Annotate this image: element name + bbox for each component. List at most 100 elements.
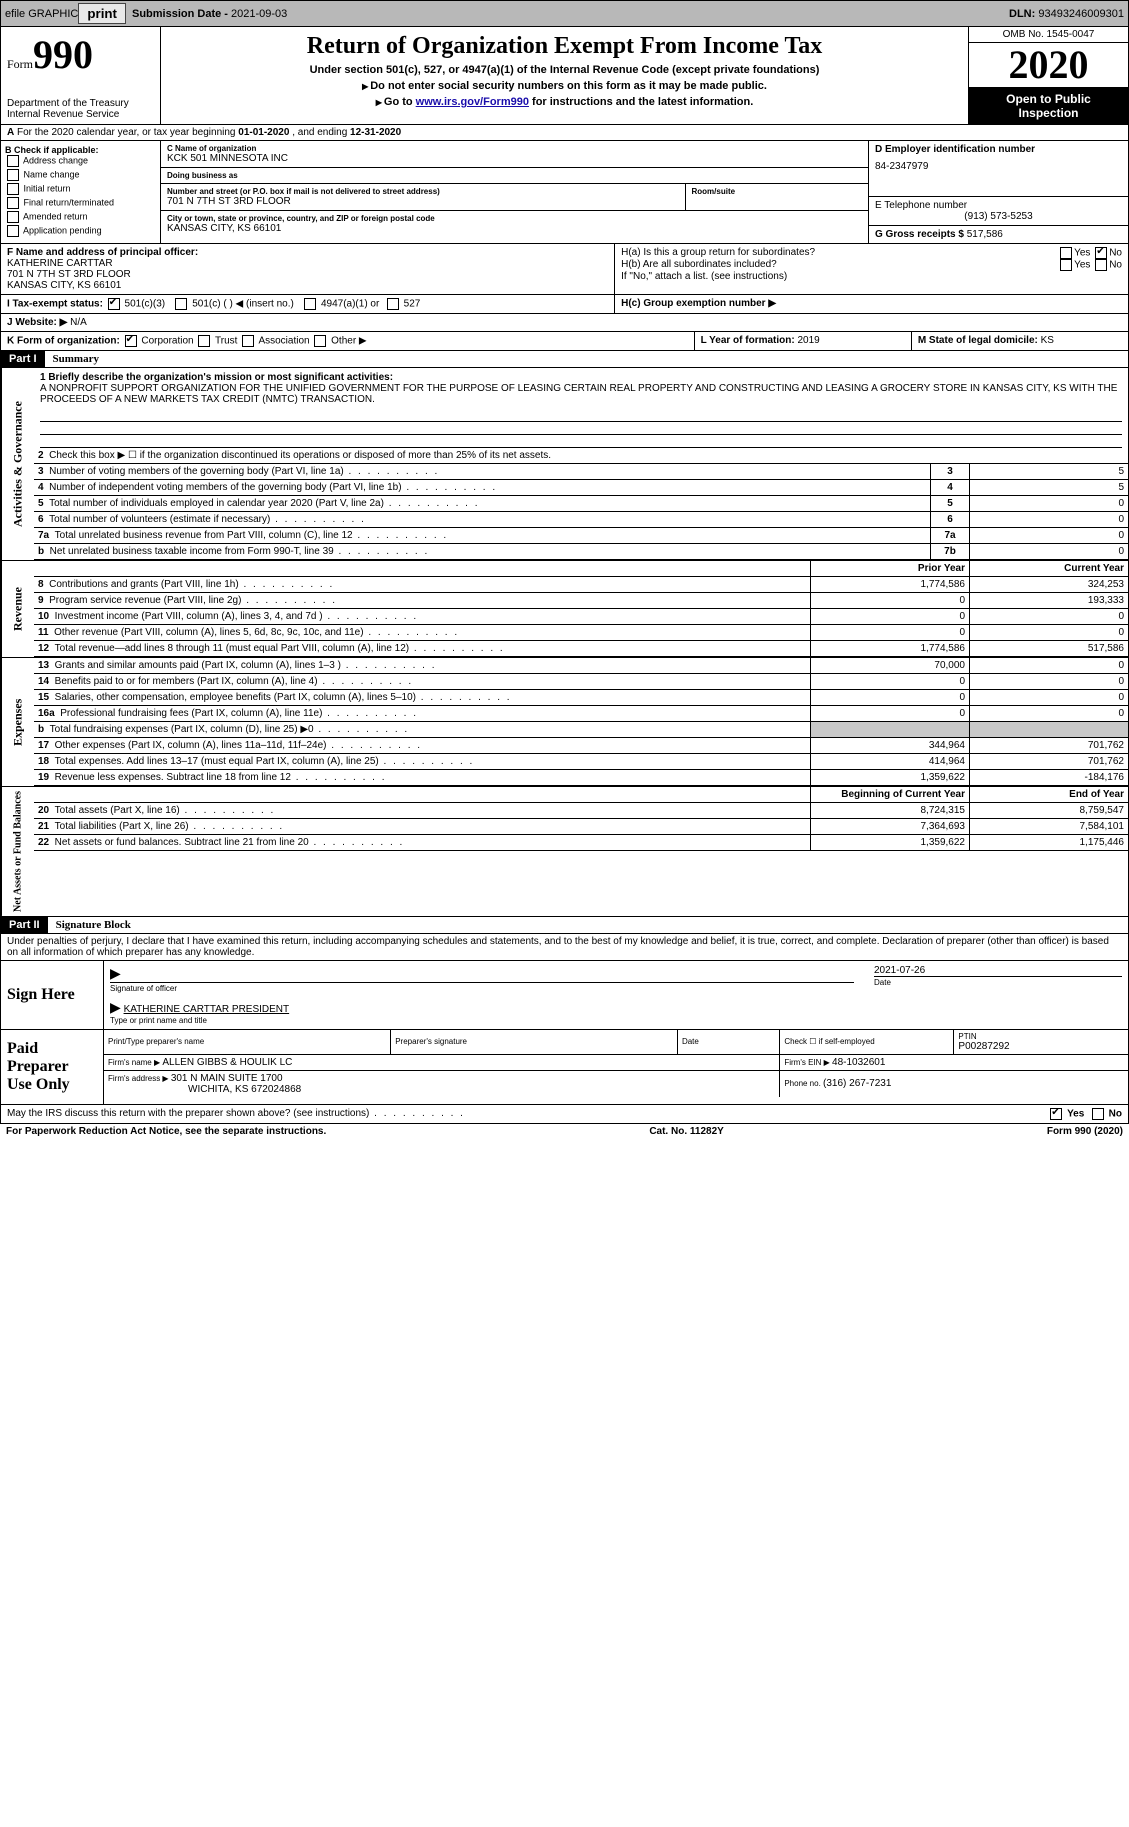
box-d-label: D Employer identification number bbox=[875, 144, 1035, 155]
firm-addr2: WICHITA, KS 672024868 bbox=[108, 1084, 775, 1095]
table-row: 5 Total number of individuals employed i… bbox=[34, 496, 1128, 512]
subtitle-1: Under section 501(c), 527, or 4947(a)(1)… bbox=[171, 64, 958, 76]
firm-name: ALLEN GIBBS & HOULIK LC bbox=[162, 1057, 292, 1068]
box-g-label: G Gross receipts $ bbox=[875, 229, 967, 240]
box-f-label: F Name and address of principal officer: bbox=[7, 247, 198, 258]
governance-table: 2 Check this box ▶ ☐ if the organization… bbox=[34, 448, 1128, 560]
vtab-revenue: Revenue bbox=[1, 561, 34, 657]
row-j: J Website: ▶ N/A bbox=[0, 314, 1129, 332]
table-row: 3 Number of voting members of the govern… bbox=[34, 464, 1128, 480]
table-row: 14 Benefits paid to or for members (Part… bbox=[34, 674, 1128, 690]
vtab-netassets: Net Assets or Fund Balances bbox=[1, 787, 34, 916]
addr-label: Number and street (or P.O. box if mail i… bbox=[167, 187, 679, 196]
top-toolbar: efile GRAPHIC print Submission Date - 20… bbox=[0, 0, 1129, 27]
row-i: I Tax-exempt status: 501(c)(3) 501(c) ( … bbox=[0, 295, 1129, 314]
table-row: 22 Net assets or fund balances. Subtract… bbox=[34, 835, 1128, 851]
form-word: Form bbox=[7, 57, 33, 71]
revenue-block: Revenue Prior Year Current Year 8 Contri… bbox=[0, 561, 1129, 658]
form-990-page: efile GRAPHIC print Submission Date - 20… bbox=[0, 0, 1129, 1139]
table-row: 18 Total expenses. Add lines 13–17 (must… bbox=[34, 754, 1128, 770]
dln: DLN: 93493246009301 bbox=[1009, 8, 1124, 20]
form-footer: Form 990 (2020) bbox=[1047, 1126, 1123, 1137]
dept-irs: Internal Revenue Service bbox=[7, 109, 154, 120]
officer-name: KATHERINE CARTTAR bbox=[7, 258, 608, 269]
table-row: 10 Investment income (Part VIII, column … bbox=[34, 609, 1128, 625]
table-row: 15 Salaries, other compensation, employe… bbox=[34, 690, 1128, 706]
h-note: If "No," attach a list. (see instruction… bbox=[621, 271, 1122, 282]
table-row: 21 Total liabilities (Part X, line 26)7,… bbox=[34, 819, 1128, 835]
row-klm: K Form of organization: Corporation Trus… bbox=[0, 332, 1129, 351]
box-c-name-label: C Name of organization bbox=[167, 144, 862, 153]
form-number: 990 bbox=[33, 32, 93, 77]
box-b: B Check if applicable: Address change Na… bbox=[1, 141, 161, 243]
hc-label: H(c) Group exemption number ▶ bbox=[621, 298, 776, 309]
city-label: City or town, state or province, country… bbox=[167, 214, 862, 223]
table-row: 2 Check this box ▶ ☐ if the organization… bbox=[34, 448, 1128, 464]
expenses-table: 13 Grants and similar amounts paid (Part… bbox=[34, 658, 1128, 786]
year-formation: 2019 bbox=[798, 335, 820, 346]
table-row: 12 Total revenue—add lines 8 through 11 … bbox=[34, 641, 1128, 657]
netassets-table: Beginning of Current Year End of Year 20… bbox=[34, 787, 1128, 851]
officer-addr1: 701 N 7TH ST 3RD FLOOR bbox=[7, 269, 608, 280]
table-row: b Net unrelated business taxable income … bbox=[34, 544, 1128, 560]
room-label: Room/suite bbox=[692, 187, 863, 196]
sign-here-label: Sign Here bbox=[1, 961, 104, 1029]
table-row: 8 Contributions and grants (Part VIII, l… bbox=[34, 577, 1128, 593]
mission-label: 1 Briefly describe the organization's mi… bbox=[40, 372, 393, 383]
subtitle-3a: Go to bbox=[384, 96, 416, 108]
table-row: 17 Other expenses (Part IX, column (A), … bbox=[34, 738, 1128, 754]
expenses-block: Expenses 13 Grants and similar amounts p… bbox=[0, 658, 1129, 787]
gross-receipts: 517,586 bbox=[967, 229, 1003, 240]
form-title: Return of Organization Exempt From Incom… bbox=[171, 33, 958, 60]
print-button[interactable]: print bbox=[78, 3, 126, 24]
ha-label: H(a) Is this a group return for subordin… bbox=[621, 247, 1058, 259]
table-row: 6 Total number of volunteers (estimate i… bbox=[34, 512, 1128, 528]
ptin: P00287292 bbox=[958, 1041, 1124, 1052]
street-address: 701 N 7TH ST 3RD FLOOR bbox=[167, 196, 679, 207]
subtitle-3b: for instructions and the latest informat… bbox=[529, 96, 753, 108]
table-row: 11 Other revenue (Part VIII, column (A),… bbox=[34, 625, 1128, 641]
vtab-governance: Activities & Governance bbox=[1, 368, 34, 560]
vtab-expenses: Expenses bbox=[1, 658, 34, 786]
signature-date: 2021-07-26 bbox=[874, 965, 1122, 976]
officer-addr2: KANSAS CITY, KS 66101 bbox=[7, 280, 608, 291]
firm-addr1: 301 N MAIN SUITE 1700 bbox=[171, 1073, 283, 1084]
dba-label: Doing business as bbox=[167, 171, 862, 180]
submission-date-label: Submission Date - 2021-09-03 bbox=[132, 8, 287, 20]
row-f-h: F Name and address of principal officer:… bbox=[0, 244, 1129, 295]
firm-ein: 48-1032601 bbox=[832, 1057, 885, 1068]
form-header: Form990 Department of the Treasury Inter… bbox=[0, 27, 1129, 125]
netassets-block: Net Assets or Fund Balances Beginning of… bbox=[0, 787, 1129, 917]
state-domicile: KS bbox=[1041, 335, 1054, 346]
header-info-grid: B Check if applicable: Address change Na… bbox=[0, 141, 1129, 244]
part-2-header: Part II Signature Block bbox=[0, 917, 1129, 934]
governance-block: Activities & Governance 1 Briefly descri… bbox=[0, 368, 1129, 561]
telephone: (913) 573-5253 bbox=[875, 211, 1122, 222]
part-1-header: Part I Summary bbox=[0, 351, 1129, 368]
website: N/A bbox=[70, 317, 87, 328]
form990-link[interactable]: www.irs.gov/Form990 bbox=[416, 96, 529, 108]
signature-block: Sign Here ▶ Signature of officer 2021-07… bbox=[0, 961, 1129, 1105]
cat-no: Cat. No. 11282Y bbox=[649, 1126, 723, 1137]
table-row: 16a Professional fundraising fees (Part … bbox=[34, 706, 1128, 722]
org-name: KCK 501 MINNESOTA INC bbox=[167, 153, 862, 164]
table-row: 13 Grants and similar amounts paid (Part… bbox=[34, 658, 1128, 674]
omb-number: OMB No. 1545-0047 bbox=[969, 27, 1128, 43]
table-row: 19 Revenue less expenses. Subtract line … bbox=[34, 770, 1128, 786]
paid-preparer-label: Paid Preparer Use Only bbox=[1, 1030, 104, 1104]
signature-declaration: Under penalties of perjury, I declare th… bbox=[0, 934, 1129, 961]
box-e-label: E Telephone number bbox=[875, 200, 1122, 211]
officer-typed-name: KATHERINE CARTTAR PRESIDENT bbox=[124, 1004, 290, 1015]
firm-phone: (316) 267-7231 bbox=[823, 1078, 891, 1089]
table-row: 9 Program service revenue (Part VIII, li… bbox=[34, 593, 1128, 609]
table-row: 20 Total assets (Part X, line 16)8,724,3… bbox=[34, 803, 1128, 819]
row-a-tax-year: A For the 2020 calendar year, or tax yea… bbox=[0, 125, 1129, 141]
open-public-badge: Open to Public Inspection bbox=[969, 88, 1128, 124]
irs-discuss-row: May the IRS discuss this return with the… bbox=[0, 1105, 1129, 1124]
table-row: 7a Total unrelated business revenue from… bbox=[34, 528, 1128, 544]
tax-year: 2020 bbox=[969, 43, 1128, 88]
city-state-zip: KANSAS CITY, KS 66101 bbox=[167, 223, 862, 234]
efile-label: efile GRAPHIC bbox=[5, 8, 78, 20]
table-row: 4 Number of independent voting members o… bbox=[34, 480, 1128, 496]
hb-label: H(b) Are all subordinates included? bbox=[621, 259, 1058, 271]
